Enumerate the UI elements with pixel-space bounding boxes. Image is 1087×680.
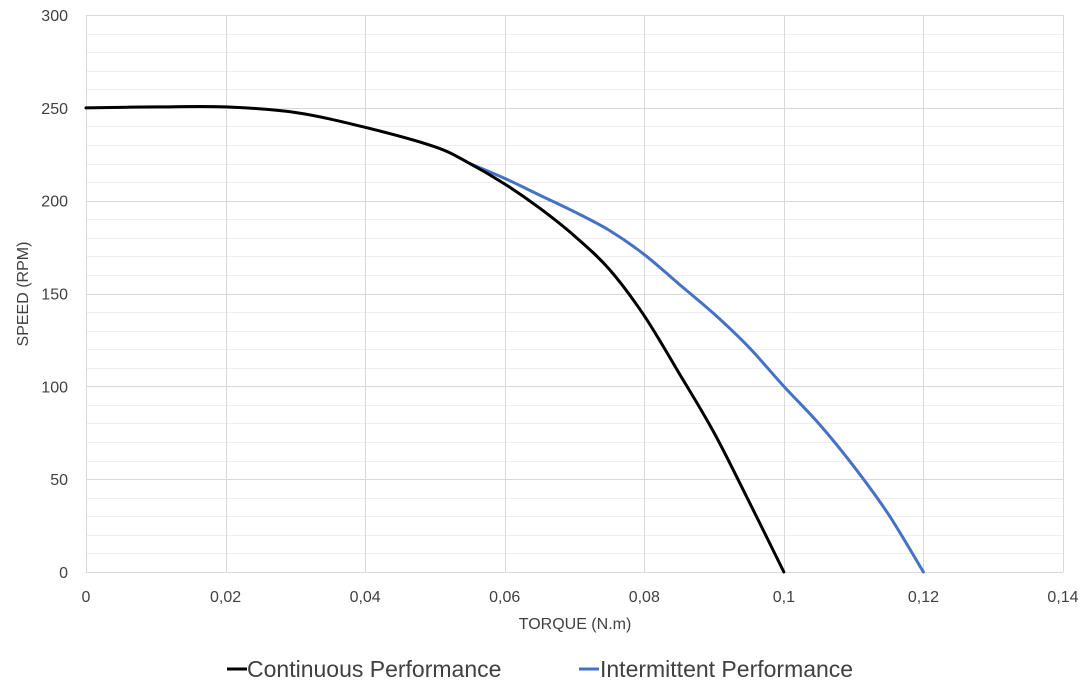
legend-label-intermittent: Intermittent Performance <box>600 656 853 680</box>
x-tick-label: 0,1 <box>773 589 795 606</box>
legend-label-continuous: Continuous Performance <box>247 656 501 680</box>
y-tick-label: 100 <box>41 379 68 396</box>
x-tick-label: 0,06 <box>489 589 520 606</box>
x-tick-label: 0 <box>82 589 91 606</box>
series-line-intermittent <box>468 162 925 574</box>
x-tick-label: 0,04 <box>350 589 381 606</box>
y-tick-label: 200 <box>41 194 68 211</box>
x-axis-ticks: 0 0,02 0,04 0,06 0,08 0,1 0,12 0,14 <box>82 589 1079 606</box>
y-axis-title: SPEED (RPM) <box>15 242 32 347</box>
y-tick-label: 150 <box>41 287 68 304</box>
chart-grid <box>86 15 1064 573</box>
x-tick-label: 0,14 <box>1047 589 1078 606</box>
y-tick-label: 0 <box>59 565 68 582</box>
series-line-continuous <box>84 104 786 574</box>
x-tick-label: 0,12 <box>908 589 939 606</box>
y-tick-label: 50 <box>50 472 68 489</box>
legend: Continuous Performance Intermittent Perf… <box>227 656 853 680</box>
series-layer <box>84 104 925 574</box>
x-tick-label: 0,08 <box>629 589 660 606</box>
x-axis-title: TORQUE (N.m) <box>519 616 632 633</box>
y-tick-label: 300 <box>41 8 68 25</box>
x-tick-label: 0,02 <box>210 589 241 606</box>
y-axis-ticks: 0 50 100 150 200 250 300 <box>41 8 68 582</box>
y-tick-label: 250 <box>41 101 68 118</box>
